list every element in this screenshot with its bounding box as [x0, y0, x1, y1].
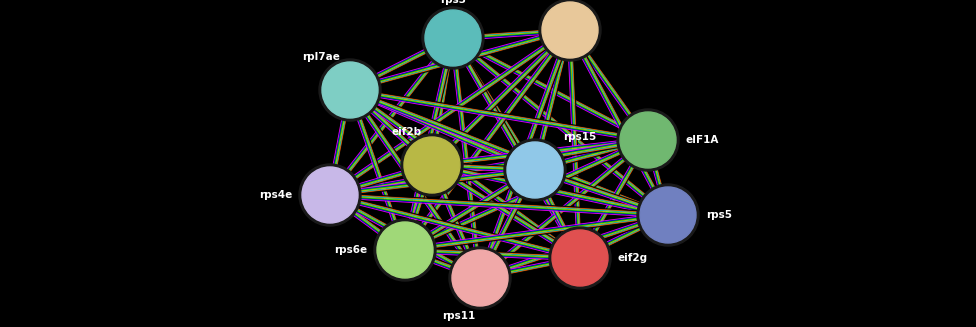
Circle shape [422, 7, 484, 69]
Circle shape [514, 149, 556, 191]
Text: rps3: rps3 [440, 0, 466, 5]
Circle shape [539, 0, 601, 61]
Circle shape [459, 257, 501, 299]
Text: rps4e: rps4e [259, 190, 292, 200]
Text: rps11: rps11 [442, 311, 475, 321]
Circle shape [299, 164, 361, 226]
Circle shape [559, 237, 601, 279]
Circle shape [384, 229, 426, 271]
Circle shape [432, 17, 474, 59]
Circle shape [425, 10, 481, 66]
Circle shape [302, 167, 358, 223]
Circle shape [542, 2, 598, 58]
Circle shape [627, 119, 669, 161]
Circle shape [452, 250, 508, 306]
Circle shape [449, 247, 511, 309]
Text: eif2g: eif2g [618, 253, 648, 263]
Circle shape [637, 184, 699, 246]
Circle shape [404, 137, 460, 193]
Circle shape [552, 230, 608, 286]
Circle shape [401, 134, 463, 196]
Circle shape [319, 59, 381, 121]
Circle shape [549, 9, 591, 51]
Text: rps5: rps5 [706, 210, 732, 220]
Circle shape [640, 187, 696, 243]
Text: rps6e: rps6e [334, 245, 367, 255]
Circle shape [647, 194, 689, 236]
Circle shape [322, 62, 378, 118]
Circle shape [507, 142, 563, 198]
Circle shape [504, 139, 566, 201]
Circle shape [411, 144, 453, 186]
Text: rpl7ae: rpl7ae [303, 52, 340, 62]
Circle shape [329, 69, 371, 111]
Circle shape [309, 174, 351, 216]
Circle shape [549, 227, 611, 289]
Text: eif2b: eif2b [392, 127, 422, 137]
Text: eIF1A: eIF1A [686, 135, 719, 145]
Circle shape [377, 222, 433, 278]
Text: rps15: rps15 [563, 132, 596, 142]
Text: ABO359961: ABO359961 [598, 0, 666, 2]
Circle shape [617, 109, 679, 171]
Circle shape [620, 112, 676, 168]
Circle shape [374, 219, 436, 281]
